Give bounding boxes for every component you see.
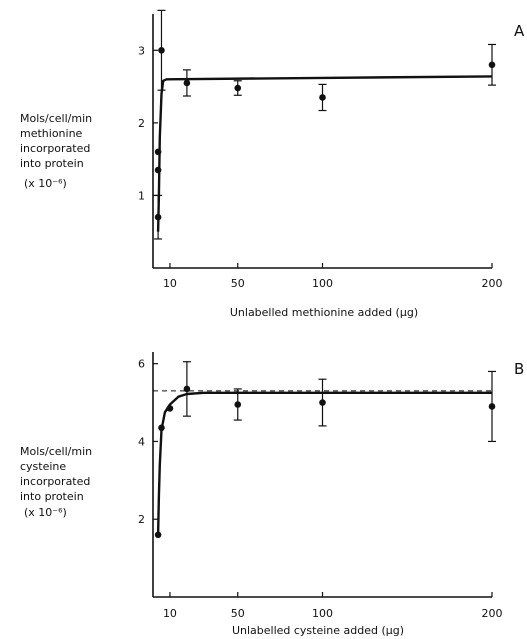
data-point <box>319 399 326 406</box>
data-point <box>154 148 162 156</box>
data-point <box>234 401 242 408</box>
ylabel-b-line-2: cysteine <box>20 460 66 473</box>
data-point <box>154 213 162 221</box>
ylabel-a-line-5: (x 10⁻⁶) <box>24 177 67 190</box>
data-point <box>488 61 496 69</box>
plot-area-b: 2 4 6 10 50 100 200 <box>138 352 503 620</box>
x-tick-label: 10 <box>163 277 177 290</box>
ylabel-a-line-4: into protein <box>20 157 84 170</box>
data-point <box>158 46 165 54</box>
data-point <box>319 94 326 101</box>
data-point <box>154 166 162 174</box>
panel-a: 1 2 3 10 50 100 200 A Mols/cell/min methionine… <box>20 9 525 319</box>
fitted-curve <box>156 75 493 232</box>
panel-letter-b: B <box>514 360 524 378</box>
y-tick-label: 2 <box>138 513 145 526</box>
ylabel-b-line-4: into protein <box>20 490 84 503</box>
fitted-curve <box>156 391 492 535</box>
data-point <box>183 385 191 393</box>
panel-b: 2 4 6 10 50 100 200 B Mols/cell/min cysteine i… <box>20 352 524 637</box>
ylabel-b-line-5: (x 10⁻⁶) <box>24 506 67 519</box>
x-tick-label: 10 <box>163 607 177 620</box>
x-tick-label: 200 <box>482 277 503 290</box>
x-tick-label: 50 <box>231 277 245 290</box>
ylabel-b-line-3: incorporated <box>20 475 90 488</box>
x-tick-label: 200 <box>482 607 503 620</box>
xlabel-b: Unlabelled cysteine added (µg) <box>232 624 404 637</box>
xlabel-a: Unlabelled methionine added (µg) <box>230 306 418 319</box>
x-tick-label: 100 <box>312 607 333 620</box>
y-tick-label: 6 <box>138 358 145 371</box>
ylabel-a-line-3: incorporated <box>20 142 90 155</box>
panel-letter-a: A <box>514 22 525 40</box>
y-tick-label: 2 <box>138 117 145 130</box>
ylabel-b-line-1: Mols/cell/min <box>20 445 92 458</box>
y-tick-label: 3 <box>138 44 145 57</box>
x-tick-label: 100 <box>312 277 333 290</box>
ylabel-a-line-2: methionine <box>20 127 83 140</box>
x-tick-label: 50 <box>231 607 245 620</box>
data-point <box>158 424 165 432</box>
ylabel-a-line-1: Mols/cell/min <box>20 112 92 125</box>
data-point <box>154 531 162 539</box>
data-point <box>234 84 242 92</box>
data-point <box>166 405 174 412</box>
y-tick-label: 1 <box>138 189 145 202</box>
y-tick-label: 4 <box>138 435 145 448</box>
data-point <box>183 79 191 87</box>
data-point <box>488 403 496 410</box>
plot-area-a: 1 2 3 10 50 100 200 <box>138 9 503 290</box>
